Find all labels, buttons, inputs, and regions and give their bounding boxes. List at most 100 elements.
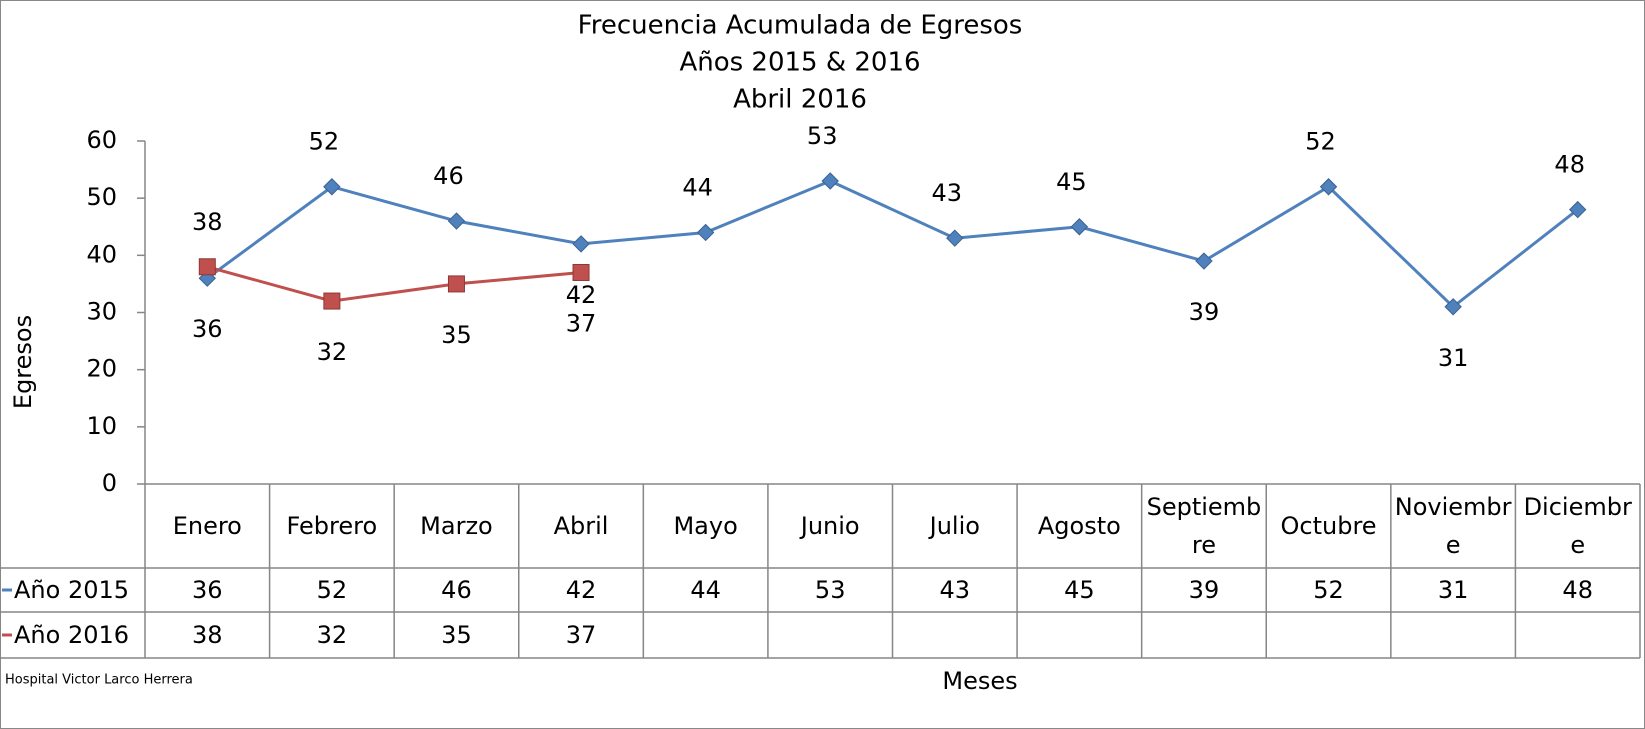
table-value: 31 (1437, 575, 1469, 604)
table-value (1268, 613, 1389, 657)
table-value-box: 42 (565, 575, 597, 604)
chart-title: Abril 2016 (733, 85, 867, 115)
y-tick-label: 10 (86, 412, 117, 440)
data-label: 48 (1554, 151, 1585, 179)
marker (323, 178, 341, 196)
data-label: 45 (1056, 168, 1087, 196)
marker (447, 275, 465, 293)
x-tick-label-box: Septiembre (1146, 492, 1262, 559)
y-tick-label: 20 (86, 355, 117, 383)
y-tick-label: 30 (86, 298, 117, 326)
table-value: 45 (1064, 575, 1095, 604)
table-value: 37 (565, 620, 597, 649)
data-label: 35 (441, 321, 472, 349)
table-value (1393, 613, 1514, 657)
x-axis-label: Meses (942, 667, 1017, 695)
table-value-box (895, 613, 1016, 657)
table-value (1019, 613, 1140, 657)
footer: Hospital Victor Larco Herrera (5, 673, 193, 688)
table-value: 53 (814, 575, 846, 604)
marker (821, 172, 839, 190)
data-label: 53 (807, 122, 838, 150)
table-value-box: 46 (441, 576, 472, 604)
x-tick-label: Junio (800, 511, 860, 540)
table-value (895, 613, 1016, 657)
table-value-box (645, 613, 766, 657)
table-value: 32 (316, 620, 348, 649)
data-label: 43 (932, 179, 963, 207)
table-value-box: 52 (316, 575, 348, 604)
table-value-box: 38 (192, 620, 223, 649)
marker (572, 263, 590, 281)
x-tick-label: Enero (172, 511, 242, 540)
x-tick-label: Julio (929, 511, 980, 540)
data-label: 52 (1305, 128, 1336, 156)
table-value-box: 31 (1437, 575, 1469, 604)
y-tick-label: 0 (102, 469, 117, 497)
data-label: 44 (682, 173, 713, 201)
data-label: 31 (1438, 344, 1469, 372)
y-tick-label: 40 (86, 240, 117, 268)
x-tick-label: Marzo (420, 511, 493, 540)
marker (1070, 218, 1089, 236)
x-tick-label-box: Noviembre (1394, 492, 1512, 559)
table-value-box (1019, 613, 1140, 657)
table-value: 52 (1313, 575, 1344, 604)
x-tick-label-box: Julio (929, 511, 980, 540)
table-value: 48 (1562, 575, 1593, 604)
table-value: 38 (192, 620, 223, 649)
series-line (206, 179, 1579, 309)
table-value-box: 43 (939, 575, 971, 604)
table-value-box (770, 613, 891, 657)
chart-title: Frecuencia Acumulada de Egresos (578, 11, 1023, 41)
table-value: 36 (192, 575, 223, 604)
table-value-box: 44 (690, 575, 721, 604)
table-value-box: 53 (814, 575, 846, 604)
table-value (1144, 613, 1265, 657)
x-tick-label: Abril (553, 511, 609, 540)
data-label: 36 (192, 315, 223, 343)
data-label: 37 (566, 309, 597, 337)
marker (1569, 200, 1587, 219)
x-tick-label: Noviembre (1394, 492, 1512, 559)
y-tick-label: 60 (86, 126, 117, 154)
marker (447, 212, 466, 230)
marker (1319, 178, 1338, 196)
table-value: 52 (316, 575, 348, 604)
data-label: 46 (433, 162, 464, 190)
marker (946, 229, 964, 247)
marker (198, 258, 216, 276)
x-tick-label-box: Enero (172, 511, 242, 540)
table-value (645, 613, 766, 657)
table-value: 44 (690, 575, 721, 604)
x-tick-label-box: Marzo (420, 511, 493, 540)
chart-title: Años 2015 & 2016 (679, 48, 920, 78)
x-tick-label: Septiembre (1146, 492, 1262, 559)
table-value-box: 37 (565, 620, 597, 649)
y-axis-label: Egresos (9, 315, 37, 409)
table-value: 42 (565, 575, 597, 604)
table-value-box: 48 (1562, 575, 1593, 604)
x-tick-label-box: Octubre (1281, 512, 1377, 540)
data-label: 32 (317, 338, 348, 366)
x-tick-label: Agosto (1037, 511, 1121, 540)
series-line (206, 265, 582, 303)
x-tick-label-box: Junio (800, 511, 860, 540)
table-value: 39 (1188, 575, 1220, 604)
data-label: 38 (192, 208, 223, 236)
table-value (770, 613, 891, 657)
table-value (1517, 613, 1638, 657)
y-tick-label: 50 (86, 183, 117, 211)
marker (572, 235, 590, 253)
x-tick-label-box: Febrero (287, 512, 378, 540)
marker (1195, 252, 1213, 270)
marker (1444, 298, 1462, 316)
table-value: 43 (939, 575, 971, 604)
marker (323, 292, 341, 310)
table-value-box (1517, 613, 1638, 657)
x-tick-label-box: Abril (553, 511, 609, 540)
data-label: 42 (566, 281, 597, 309)
x-tick-label: Diciembre (1523, 492, 1632, 559)
x-tick-label-box: Mayo (673, 512, 737, 540)
x-tick-label-box: Diciembre (1523, 492, 1632, 559)
